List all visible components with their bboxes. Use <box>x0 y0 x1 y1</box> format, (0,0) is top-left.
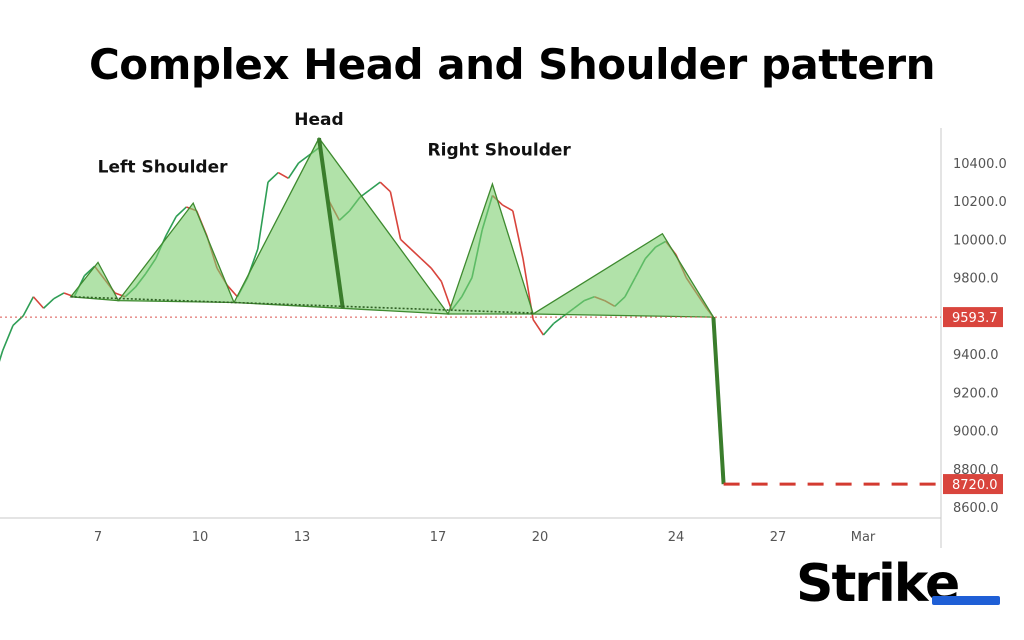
head-drop-line <box>317 137 345 309</box>
price-segment <box>22 296 35 317</box>
price-segment <box>267 171 279 183</box>
left-shoulder-triangle <box>117 201 235 304</box>
price-segment <box>369 181 381 191</box>
price-segment <box>32 296 45 309</box>
price-segment <box>553 315 565 325</box>
annotation-label: Right Shoulder <box>428 140 572 160</box>
current-price-label-box <box>943 307 1003 328</box>
price-segment <box>257 181 269 250</box>
price-segment <box>2 325 14 351</box>
x-tick-label: Mar <box>851 530 876 545</box>
breakdown-line <box>711 316 726 485</box>
price-segment <box>165 216 177 236</box>
y-tick-label: 9800.0 <box>953 272 999 287</box>
mini-shoulder-triangle <box>69 261 120 302</box>
chart-title: Complex Head and Shoulder pattern <box>88 40 936 89</box>
price-segment <box>410 248 422 260</box>
price-segment <box>277 171 289 179</box>
price-segment <box>502 204 514 212</box>
target-price-label: 8720.0 <box>952 478 998 493</box>
price-segment <box>0 350 4 362</box>
price-segment <box>287 162 300 179</box>
price-segment <box>226 284 238 298</box>
right-shoulder-triangle <box>447 181 535 315</box>
price-segment <box>379 181 391 193</box>
annotation-label: Left Shoulder <box>98 158 228 178</box>
price-segment <box>542 323 555 336</box>
x-tick-label: 17 <box>430 530 447 545</box>
x-tick-label: 24 <box>668 530 685 545</box>
price-segment <box>43 298 55 309</box>
price-segment <box>389 191 402 240</box>
y-tick-label: 9000.0 <box>953 425 999 440</box>
target-price-label-box <box>943 474 1003 495</box>
price-segment <box>298 154 310 164</box>
pattern-shapes <box>69 136 941 486</box>
logo-text: Strike <box>796 554 960 614</box>
x-tick-label: 10 <box>192 530 209 545</box>
x-tick-label: 13 <box>294 530 311 545</box>
x-tick-label: 27 <box>770 530 787 545</box>
price-segment <box>532 319 545 336</box>
x-tick-label: 7 <box>94 530 102 545</box>
logo-accent-bar <box>932 596 1000 605</box>
y-tick-label: 9200.0 <box>953 386 999 401</box>
price-segment <box>175 206 187 218</box>
y-axis-ticks: 10400.0 10200.0 10000.0 9800.0 9400.0 9200.0 9… <box>953 157 1007 516</box>
price-segment <box>430 267 443 282</box>
current-price-label: 9593.7 <box>952 311 998 326</box>
price-segment <box>440 281 453 311</box>
x-tick-label: 20 <box>532 530 549 545</box>
price-segment <box>400 238 412 250</box>
neckline <box>70 295 534 314</box>
price-segment <box>53 292 65 300</box>
strike-logo: Strike <box>796 554 960 614</box>
right-extension-triangle <box>530 232 715 318</box>
price-segment <box>512 210 524 259</box>
price-labels: 9593.7 8720.0 <box>943 307 1003 495</box>
y-tick-label: 10000.0 <box>953 233 1007 248</box>
annotation-label: Head <box>294 110 343 130</box>
y-tick-label: 9400.0 <box>953 348 999 363</box>
price-segment <box>420 257 432 269</box>
y-tick-label: 8600.0 <box>953 501 999 516</box>
x-axis-ticks: 7 10 13 17 20 24 27 Mar <box>94 530 876 545</box>
pattern-annotations: Left Shoulder Head Right Shoulder <box>98 110 572 178</box>
y-tick-label: 8800.0 <box>953 463 999 478</box>
y-tick-label: 10200.0 <box>953 195 1007 210</box>
y-tick-label: 10400.0 <box>953 157 1007 172</box>
